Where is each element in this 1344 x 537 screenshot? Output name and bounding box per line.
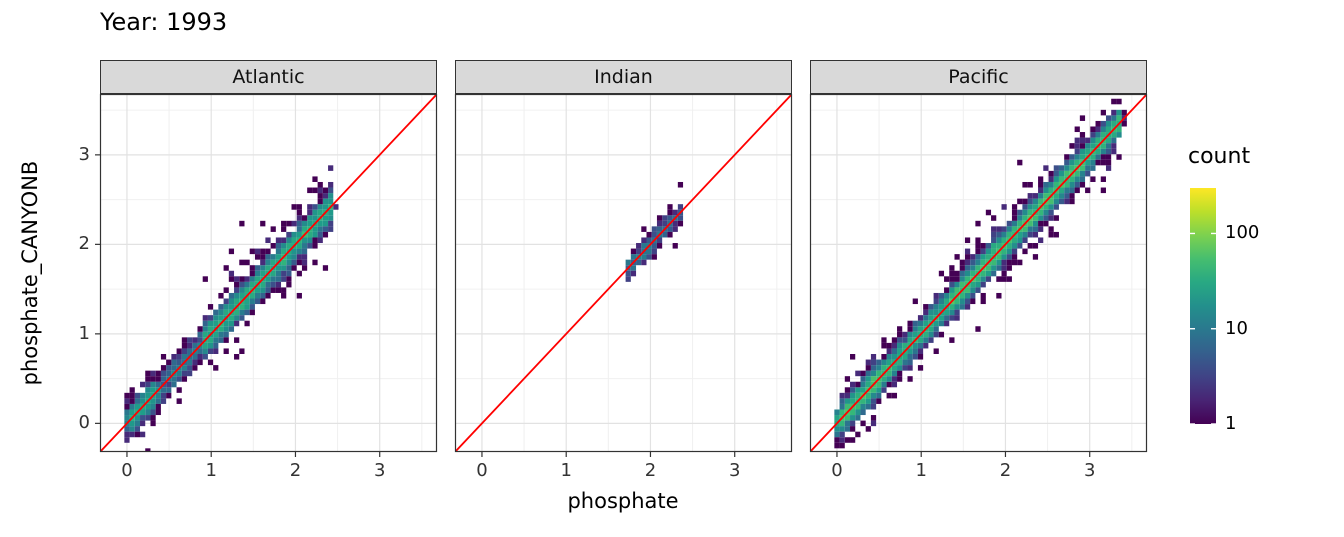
legend-break-label: 10 xyxy=(1225,317,1248,339)
x-tick-label: 3 xyxy=(373,460,386,481)
x-tick-label: 0 xyxy=(476,460,488,481)
y-tick-label: 0 xyxy=(78,412,90,434)
bin-layer xyxy=(834,98,1127,449)
facet-panel-indian xyxy=(454,93,793,457)
facet-strip-indian: Indian xyxy=(455,60,792,94)
x-tick-marks xyxy=(126,452,381,457)
facet-strip-label: Atlantic xyxy=(232,66,305,88)
x-axis-title: phosphate xyxy=(567,489,679,513)
legend-break-label: 100 xyxy=(1225,222,1260,244)
x-tick-label: 1 xyxy=(205,460,217,481)
x-tick-label: 1 xyxy=(560,460,572,481)
y-tick-label: 3 xyxy=(78,143,90,165)
y-tick-marks xyxy=(95,154,100,424)
identity-line xyxy=(810,94,1147,452)
legend-break-label: 1 xyxy=(1225,413,1237,434)
x-tick-marks xyxy=(836,452,1091,457)
bin-layer xyxy=(625,181,684,282)
x-tick-label: 3 xyxy=(728,460,741,481)
identity-line xyxy=(100,94,437,452)
legend-title: count xyxy=(1188,144,1251,169)
panel-border xyxy=(454,93,793,453)
x-tick-label: 2 xyxy=(289,460,302,481)
facet-strip-label: Pacific xyxy=(948,66,1009,88)
x-tick-label: 2 xyxy=(644,460,657,481)
x-tick-marks xyxy=(481,452,736,457)
x-tick-label: 1 xyxy=(915,460,927,481)
facet-strip-pacific: Pacific xyxy=(810,60,1147,94)
gridlines xyxy=(455,94,792,452)
y-axis-title: phosphate_CANYONB xyxy=(18,160,42,386)
y-tick-label: 1 xyxy=(78,322,90,344)
x-tick-label: 0 xyxy=(121,460,133,481)
x-tick-label: 0 xyxy=(831,460,843,481)
x-tick-label: 3 xyxy=(1083,460,1096,481)
facet-panel-atlantic xyxy=(95,93,438,457)
panel-border xyxy=(99,93,438,453)
chart-title: Year: 1993 xyxy=(100,8,228,36)
x-tick-label: 2 xyxy=(999,460,1012,481)
identity-line xyxy=(455,94,792,452)
bin-layer xyxy=(124,165,339,452)
y-tick-label: 2 xyxy=(78,233,90,255)
legend-colorbar xyxy=(1190,188,1216,425)
facet-panel-pacific xyxy=(809,93,1148,457)
facet-strip-label: Indian xyxy=(594,66,653,88)
facet-strip-atlantic: Atlantic xyxy=(100,60,437,94)
panel-border xyxy=(809,93,1148,453)
